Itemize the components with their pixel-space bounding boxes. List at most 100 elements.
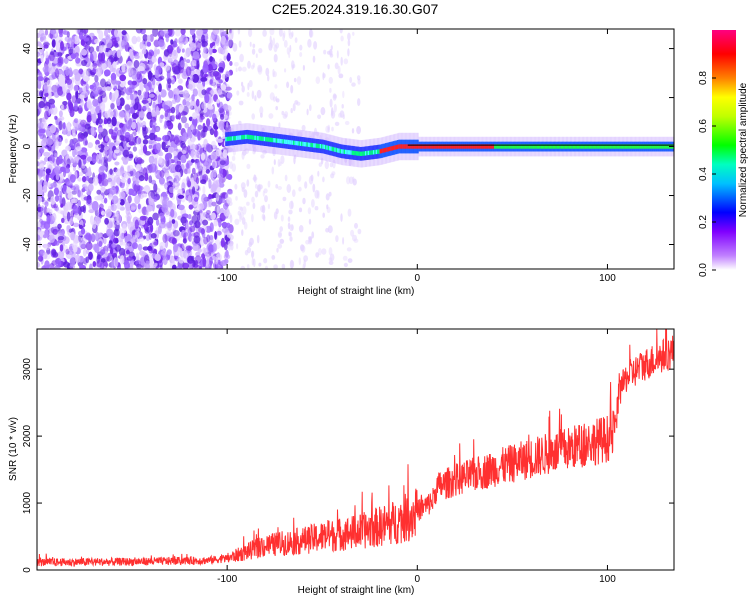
signal-core	[608, 144, 611, 149]
noise-speckle	[52, 212, 57, 222]
signal-core	[566, 144, 568, 149]
noise-speckle	[69, 174, 76, 183]
noise-speckle	[37, 203, 41, 213]
noise-speckle	[329, 98, 333, 108]
noise-speckle	[135, 121, 141, 132]
signal-core	[643, 144, 646, 149]
signal-core	[403, 144, 406, 149]
noise-speckle	[159, 89, 167, 98]
noise-speckle	[40, 33, 46, 41]
noise-speckle	[125, 186, 129, 195]
noise-speckle	[106, 228, 114, 237]
noise-speckle	[218, 101, 224, 110]
noise-speckle	[190, 124, 194, 130]
signal-core	[351, 150, 354, 155]
noise-speckle	[122, 160, 128, 165]
noise-speckle	[50, 182, 58, 188]
noise-speckle	[52, 104, 55, 109]
noise-speckle	[71, 77, 75, 82]
noise-speckle	[147, 70, 153, 81]
signal-core	[664, 144, 667, 149]
noise-speckle	[174, 175, 180, 184]
noise-speckle	[159, 264, 163, 269]
noise-speckle	[38, 128, 46, 134]
signal-core	[651, 144, 654, 149]
noise-speckle	[126, 256, 133, 261]
noise-speckle	[161, 250, 167, 256]
noise-speckle	[173, 150, 178, 157]
noise-speckle	[201, 34, 206, 44]
noise-speckle	[73, 244, 78, 253]
noise-speckle	[209, 56, 213, 62]
noise-speckle	[147, 139, 155, 144]
signal-core	[629, 144, 632, 149]
noise-speckle	[185, 100, 191, 107]
noise-speckle	[333, 94, 337, 99]
noise-speckle	[80, 99, 84, 107]
noise-speckle	[317, 170, 320, 177]
noise-speckle	[91, 200, 99, 211]
signal-core	[540, 144, 543, 149]
noise-speckle	[156, 127, 160, 132]
noise-speckle	[142, 43, 147, 51]
signal-core	[512, 144, 515, 149]
noise-speckle	[159, 241, 166, 250]
x-tick-label: 0	[415, 574, 421, 585]
noise-speckle	[109, 248, 114, 255]
noise-speckle	[291, 31, 294, 38]
noise-speckle	[49, 51, 55, 56]
noise-speckle	[108, 221, 113, 229]
signal-core	[604, 144, 607, 149]
noise-speckle	[106, 118, 112, 125]
noise-speckle	[177, 122, 182, 131]
noise-speckle	[119, 191, 126, 199]
signal-core	[583, 144, 586, 149]
noise-speckle	[200, 129, 206, 139]
noise-speckle	[189, 29, 195, 36]
noise-speckle	[46, 126, 52, 131]
noise-speckle	[237, 29, 241, 35]
noise-speckle	[241, 66, 247, 72]
noise-speckle	[308, 236, 312, 243]
noise-speckle	[129, 50, 134, 60]
noise-speckle	[251, 250, 255, 258]
noise-speckle	[167, 121, 174, 130]
noise-speckle	[247, 82, 250, 91]
noise-speckle	[216, 138, 223, 143]
noise-speckle	[46, 79, 52, 87]
noise-speckle	[246, 201, 250, 206]
noise-speckle	[210, 212, 217, 221]
noise-speckle	[142, 78, 148, 85]
noise-speckle	[150, 233, 157, 239]
noise-speckle	[232, 147, 236, 156]
noise-speckle	[187, 138, 195, 147]
signal-core	[452, 144, 455, 149]
noise-speckle	[101, 171, 106, 181]
signal-core	[295, 140, 298, 146]
noise-speckle	[159, 62, 165, 67]
signal-core	[466, 144, 469, 149]
noise-speckle	[138, 237, 145, 242]
noise-speckle	[180, 60, 185, 68]
noise-speckle	[236, 243, 239, 250]
noise-speckle	[46, 214, 51, 225]
signal-core	[408, 144, 411, 149]
noise-speckle	[57, 52, 63, 57]
signal-core	[546, 144, 548, 149]
signal-core	[282, 139, 285, 144]
signal-core	[311, 143, 314, 148]
noise-speckle	[174, 94, 181, 103]
noise-speckle	[228, 32, 234, 41]
noise-speckle	[139, 41, 143, 50]
noise-speckle	[39, 169, 46, 177]
noise-speckle	[131, 112, 139, 119]
noise-speckle	[340, 35, 344, 42]
noise-speckle	[81, 164, 86, 169]
noise-speckle	[298, 186, 302, 192]
noise-speckle	[70, 185, 76, 191]
noise-speckle	[330, 110, 336, 119]
noise-speckle	[263, 258, 268, 264]
signal-core	[623, 144, 626, 149]
noise-speckle	[122, 149, 130, 158]
signal-core	[532, 144, 535, 149]
